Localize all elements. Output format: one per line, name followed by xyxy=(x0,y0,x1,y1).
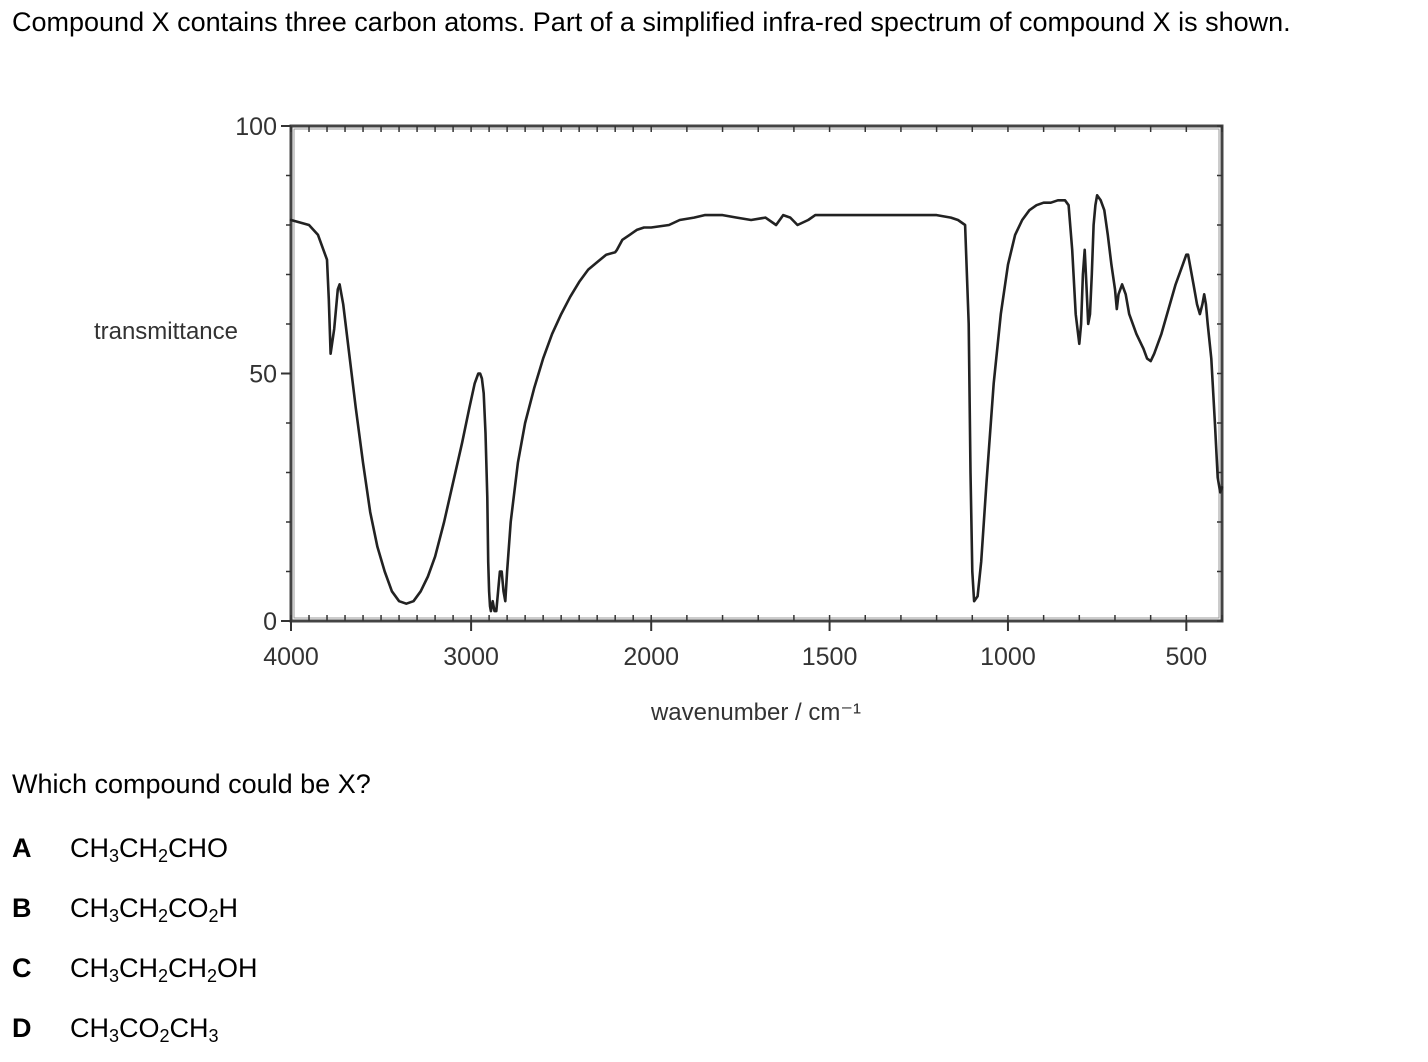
option-letter: D xyxy=(12,1013,32,1043)
plot-frame-outer xyxy=(289,124,1224,623)
question-stem: Compound X contains three carbon atoms. … xyxy=(12,7,1291,37)
y-tick-label: 50 xyxy=(249,361,277,389)
plot-frame xyxy=(289,124,1224,623)
option-letter: A xyxy=(12,833,32,863)
x-tick-label: 2000 xyxy=(623,643,679,671)
y-axis-label: transmittance xyxy=(94,318,238,345)
option-formula: CH3CH2CHO xyxy=(70,833,229,866)
option-formula: CH3CH2CH2OH xyxy=(70,953,258,986)
y-axis: 100 50 0 xyxy=(235,113,291,636)
minor-ticks xyxy=(286,125,1223,622)
spectrum-line-0 xyxy=(289,194,1224,613)
y-tick-label: 0 xyxy=(263,608,277,636)
x-axis: 4000 3000 2000 1500 1000 500 xyxy=(263,621,1207,671)
option-formula: CH3CO2CH3 xyxy=(70,1013,219,1046)
option-b[interactable]: B CH3CH2CO2H xyxy=(12,890,238,926)
x-tick-label: 3000 xyxy=(443,643,499,671)
option-d[interactable]: D CH3CO2CH3 xyxy=(12,1010,219,1046)
option-c[interactable]: C CH3CH2CH2OH xyxy=(12,950,258,986)
x-tick-label: 1000 xyxy=(980,643,1036,671)
x-axis-label: wavenumber / cm⁻¹ xyxy=(650,699,861,726)
plot-frame-inner xyxy=(293,128,1220,619)
x-tick-label: 500 xyxy=(1165,643,1207,671)
series-group xyxy=(289,194,1224,613)
x-tick-label: 4000 xyxy=(263,643,319,671)
option-letter: B xyxy=(12,893,32,923)
option-letter: C xyxy=(12,953,32,983)
x-tick-label: 1500 xyxy=(802,643,858,671)
y-tick-label: 100 xyxy=(235,113,277,141)
option-formula: CH3CH2CO2H xyxy=(70,893,239,926)
option-a[interactable]: A CH3CH2CHO xyxy=(12,830,228,866)
question-prompt: Which compound could be X? xyxy=(12,769,371,799)
